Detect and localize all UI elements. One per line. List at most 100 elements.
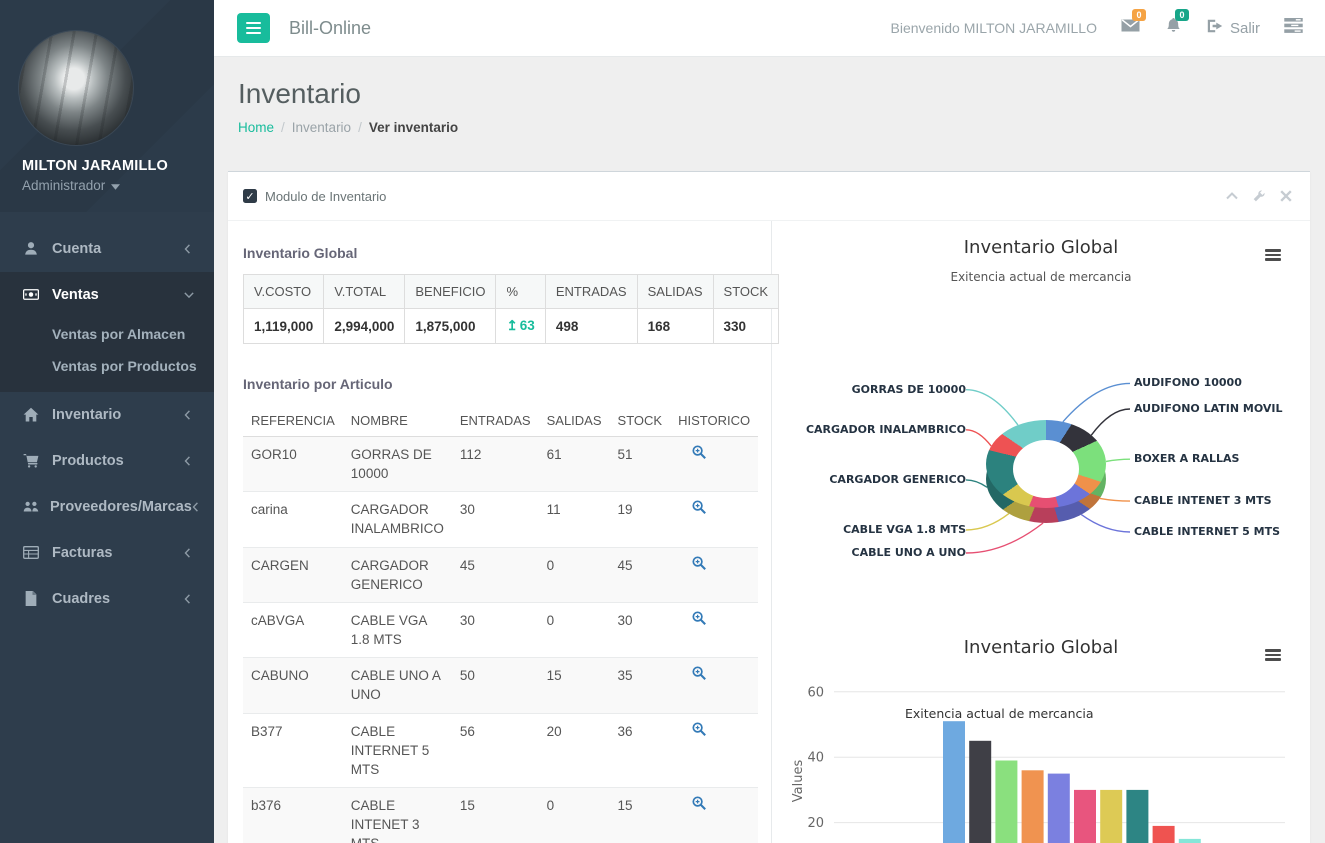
- historico-button[interactable]: [692, 556, 706, 573]
- historico-button[interactable]: [692, 666, 706, 683]
- cell-historico: [670, 547, 758, 602]
- user-role-dropdown[interactable]: Administrador: [22, 178, 120, 193]
- cell-salidas: 0: [539, 602, 610, 657]
- app-root: MILTON JARAMILLO Administrador Cuenta Ven…: [0, 0, 1325, 843]
- y-tick-label: 20: [807, 816, 824, 831]
- breadcrumb: Home/Inventario/Ver inventario: [238, 120, 1325, 135]
- notifications-badge: 0: [1175, 9, 1189, 21]
- cell-referencia: GOR10: [243, 437, 343, 492]
- sidebar-item-cuenta[interactable]: Cuenta: [0, 226, 214, 272]
- panel-header: ✓ Modulo de Inventario: [228, 172, 1310, 221]
- breadcrumb-inventario[interactable]: Inventario: [292, 120, 351, 135]
- tasks-icon: [1284, 18, 1303, 38]
- historico-button[interactable]: [692, 500, 706, 517]
- sidebar-user-name: MILTON JARAMILLO: [22, 158, 168, 174]
- sidebar-subitem-ventas-por-almacen[interactable]: Ventas por Almacen: [0, 318, 214, 350]
- cell-entradas: 45: [452, 547, 539, 602]
- cell-entradas: 112: [452, 437, 539, 492]
- user-icon: [23, 241, 41, 257]
- cell-historico: [670, 788, 758, 843]
- historico-button[interactable]: [692, 611, 706, 628]
- sidebar-item-productos[interactable]: Productos: [0, 438, 214, 484]
- table-icon: [23, 545, 41, 561]
- donut-slice-label: BOXER A RALLAS: [1134, 452, 1239, 465]
- collapse-chevron-up-icon[interactable]: [1226, 190, 1238, 202]
- table-row: b376CABLE INTENET 3 MTS15015: [243, 788, 758, 843]
- cell-referencia: b376: [243, 788, 343, 843]
- wrench-icon[interactable]: [1253, 190, 1265, 202]
- historico-button[interactable]: [692, 445, 706, 462]
- sidebar-item-label: Ventas: [52, 287, 184, 303]
- sidebar-item-cuadres[interactable]: Cuadres: [0, 576, 214, 622]
- donut-slice-label: CARGADOR GENERICO: [829, 473, 966, 486]
- bar: [995, 761, 1017, 843]
- cell-stock: 45: [610, 547, 671, 602]
- cell-entradas: 30: [452, 492, 539, 547]
- chart-context-menu-icon[interactable]: [1265, 649, 1281, 661]
- search-plus-icon: [692, 796, 706, 813]
- historico-button[interactable]: [692, 722, 706, 739]
- menu-group-productos: Productos: [0, 438, 214, 484]
- cell-stock: 51: [610, 437, 671, 492]
- notifications-button[interactable]: 0: [1164, 18, 1183, 38]
- cell-nombre: CABLE INTERNET 5 MTS: [343, 713, 452, 787]
- cell-entradas: 50: [452, 658, 539, 713]
- sidebar-item-ventas[interactable]: Ventas: [0, 272, 214, 318]
- money-icon: [23, 287, 41, 303]
- chevron-left-icon: [184, 410, 194, 420]
- donut-slice-label: AUDIFONO 10000: [1134, 376, 1242, 389]
- donut-slice-label: CABLE VGA 1.8 MTS: [843, 523, 966, 536]
- bar: [1126, 790, 1148, 843]
- breadcrumb-home[interactable]: Home: [238, 120, 274, 135]
- donut-slice-label: GORRAS DE 10000: [852, 383, 966, 396]
- cell-historico: [670, 437, 758, 492]
- sidebar-item-proveedores-marcas[interactable]: Proveedores/Marcas: [0, 484, 214, 530]
- search-plus-icon: [692, 556, 706, 573]
- global-cell: 168: [637, 309, 713, 344]
- chevron-left-icon: [184, 244, 194, 254]
- messages-button[interactable]: 0: [1121, 18, 1140, 38]
- level-up-icon: ↥: [506, 318, 517, 333]
- close-icon[interactable]: [1280, 190, 1292, 202]
- inventory-module-panel: ✓ Modulo de Inventario Inventario Global…: [228, 171, 1310, 843]
- articles-column-header: ENTRADAS: [452, 405, 539, 437]
- sidebar-toggle-button[interactable]: [237, 13, 270, 43]
- bar: [1074, 790, 1096, 843]
- cell-historico: [670, 492, 758, 547]
- search-plus-icon: [692, 445, 706, 462]
- messages-badge: 0: [1132, 9, 1146, 21]
- sidebar-subitem-ventas-por-productos[interactable]: Ventas por Productos: [0, 350, 214, 382]
- bar-chart: 204060Values Inventario Global Exitencia…: [772, 621, 1310, 843]
- sidebar: MILTON JARAMILLO Administrador Cuenta Ven…: [0, 0, 214, 843]
- global-table-row: 1,119,0002,994,0001,875,000↥63498168330: [244, 309, 779, 344]
- articles-table-header-row: REFERENCIANOMBREENTRADASSALIDASSTOCKHIST…: [243, 405, 758, 437]
- global-column-header: V.TOTAL: [324, 275, 405, 309]
- navbar-right: Bienvenido MILTON JARAMILLO 0 0 Salir: [891, 18, 1325, 38]
- logout-button[interactable]: Salir: [1207, 19, 1260, 37]
- cell-salidas: 11: [539, 492, 610, 547]
- panel-title: Modulo de Inventario: [265, 189, 386, 204]
- donut-slice-label: CABLE UNO A UNO: [852, 546, 966, 559]
- cell-nombre: CABLE INTENET 3 MTS: [343, 788, 452, 843]
- cell-nombre: CARGADOR GENERICO: [343, 547, 452, 602]
- control-sidebar-button[interactable]: [1284, 18, 1303, 38]
- sidebar-item-label: Inventario: [52, 407, 184, 423]
- search-plus-icon: [692, 666, 706, 683]
- sidebar-item-label: Productos: [52, 453, 184, 469]
- donut-plot-area: AUDIFONO 10000AUDIFONO LATIN MOVILBOXER …: [772, 221, 1310, 621]
- file-icon: [23, 591, 41, 607]
- bar: [1022, 770, 1044, 843]
- envelope-icon: [1121, 18, 1140, 38]
- caret-down-icon: [111, 184, 120, 190]
- historico-button[interactable]: [692, 796, 706, 813]
- module-checkbox[interactable]: ✓: [243, 189, 257, 203]
- bar: [1153, 826, 1175, 843]
- menu-group-facturas: Facturas: [0, 530, 214, 576]
- articles-column-header: SALIDAS: [539, 405, 610, 437]
- sidebar-item-inventario[interactable]: Inventario: [0, 392, 214, 438]
- bar: [1100, 790, 1122, 843]
- bar: [969, 741, 991, 843]
- table-row: CARGENCARGADOR GENERICO45045: [243, 547, 758, 602]
- cell-historico: [670, 658, 758, 713]
- sidebar-item-facturas[interactable]: Facturas: [0, 530, 214, 576]
